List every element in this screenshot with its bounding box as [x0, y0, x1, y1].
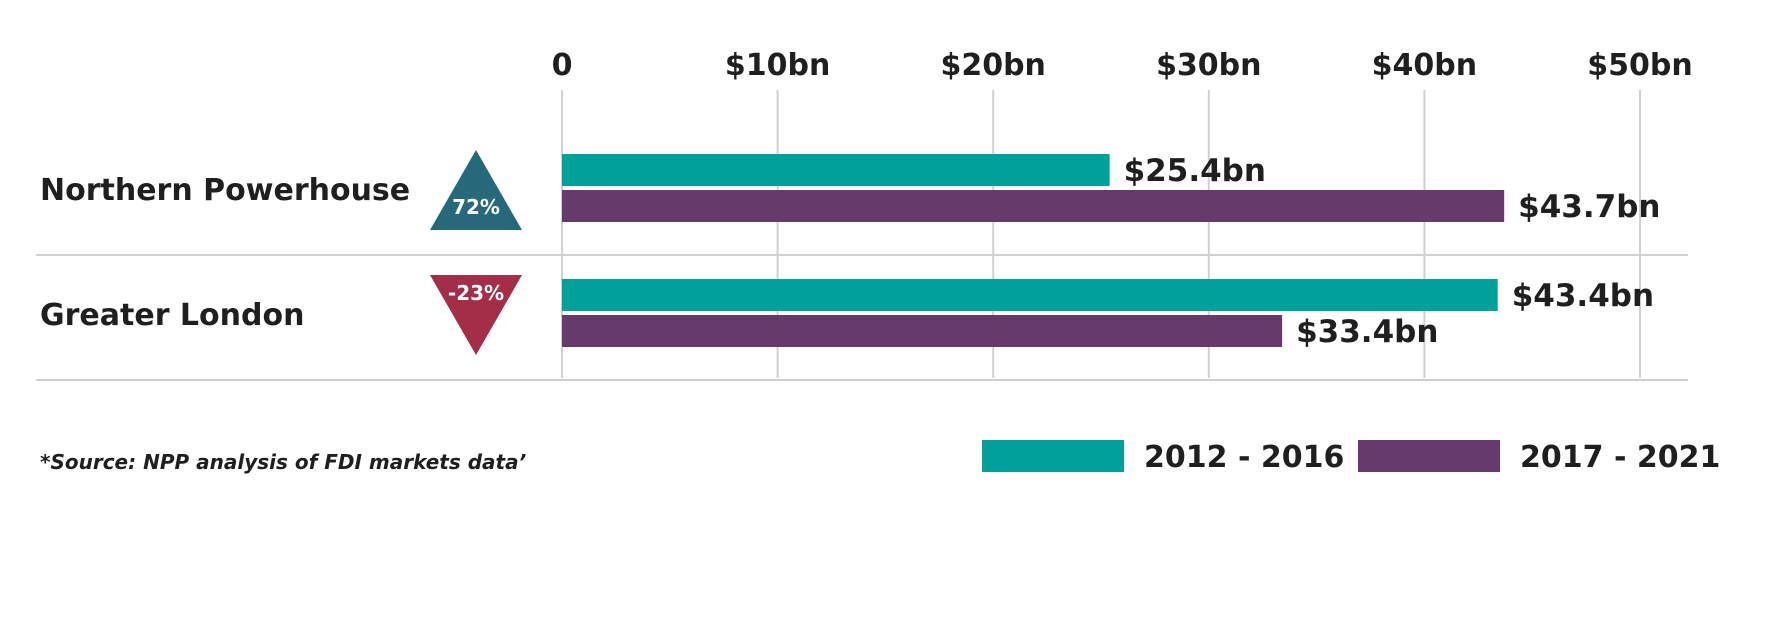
change-label: 72%	[452, 195, 500, 219]
bar	[562, 190, 1505, 222]
bar	[562, 279, 1498, 311]
legend: 2012 - 2016 2017 - 2021	[982, 440, 1720, 475]
category-rows: Northern Powerhouse 72% Greater London -23%	[36, 150, 1688, 381]
bar-value-label: $43.7bn	[1518, 189, 1660, 225]
legend-swatch	[982, 440, 1124, 472]
bar	[562, 154, 1110, 186]
category-label: Northern Powerhouse	[40, 173, 410, 208]
bars: $25.4bn $43.7bn $43.4bn $33.4bn	[562, 153, 1661, 350]
bar-value-label: $25.4bn	[1124, 153, 1266, 189]
bar	[562, 315, 1283, 347]
legend-swatch	[1358, 440, 1500, 472]
x-tick-label: $30bn	[1156, 48, 1261, 83]
x-tick-label: $40bn	[1372, 48, 1477, 83]
source-note: *Source: NPP analysis of FDI markets dat…	[40, 450, 526, 474]
bar-value-label: $33.4bn	[1296, 314, 1438, 350]
x-tick-label: 0	[552, 48, 573, 83]
tick-labels: 0 $10bn $20bn $30bn $40bn $50bn	[552, 48, 1693, 83]
triangle-up-icon	[430, 150, 522, 230]
bar-value-label: $43.4bn	[1512, 278, 1654, 314]
triangle-down-icon	[430, 275, 522, 355]
x-tick-label: $50bn	[1587, 48, 1692, 83]
x-tick-label: $20bn	[940, 48, 1045, 83]
change-label: -23%	[448, 281, 504, 305]
legend-label: 2017 - 2021	[1520, 440, 1720, 475]
legend-label: 2012 - 2016	[1144, 440, 1344, 475]
x-tick-label: $10bn	[725, 48, 830, 83]
category-label: Greater London	[40, 298, 304, 333]
